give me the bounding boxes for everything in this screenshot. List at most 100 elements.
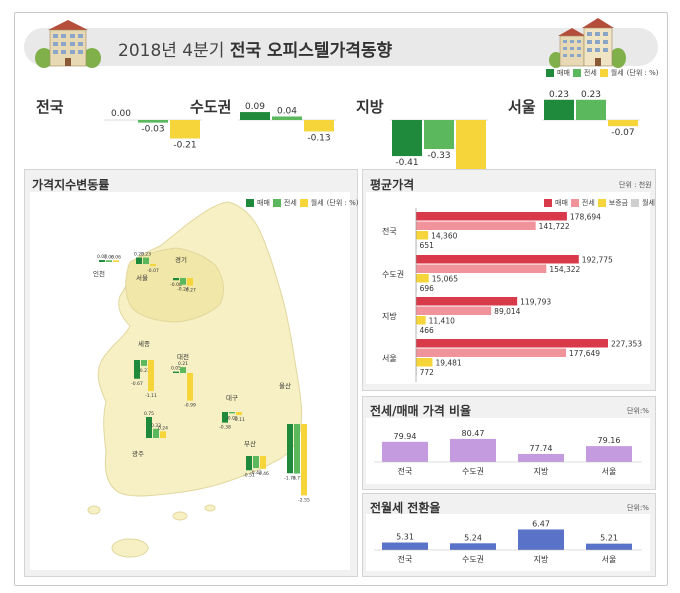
avg-price-bar [416,348,567,357]
avg-data-label: 177,649 [569,349,600,358]
map-data-label: 0.33 [151,423,161,429]
map-data-label: -1.76 [284,475,296,481]
conversion-unit: 단위:% [627,504,649,512]
summary-data-label: 0.00 [111,109,131,119]
avg-category-label: 전국 [382,226,397,236]
avg-price-bar [416,297,518,306]
avg-data-label: 19,481 [435,359,461,368]
avg-data-label: 178,694 [570,213,601,222]
page-title: 2018년 4분기 전국 오피스텔가격동향 [118,41,393,61]
avg-data-label: 651 [420,241,435,250]
map-data-label: -0.21 [138,368,150,374]
map-bar [99,260,105,262]
summary-bar [608,120,638,127]
conversion-data-label: 6.47 [532,519,550,528]
map-legend-swatch-jeonse [272,199,281,207]
map-bar [294,424,300,474]
avg-legend-swatch-deposit [597,199,606,207]
map-bar [222,412,228,423]
summary-bar [424,120,454,150]
conversion-category-label: 전국 [398,554,413,564]
map-legend-swatch-sale [246,199,254,207]
map-legend-swatch-wolse [299,199,308,207]
region-label: 수도권 [190,98,231,116]
legend-swatch-jeonse [572,69,581,77]
conversion-category-label: 지방 [534,554,549,564]
map-data-label: -0.05 [226,415,238,421]
map-bar [153,428,159,438]
ratio-bar [450,438,496,462]
map-bar [287,424,293,474]
conversion-title: 전월세 전환율 [370,501,441,515]
avg-price-unit: 단위 : 천원 [619,181,652,189]
city-label: 경기 [175,255,187,264]
conversion-data-label: 5.24 [464,533,482,542]
island-shape [204,504,216,512]
region-label: 전국 [36,98,64,116]
map-data-label: 0.06 [111,254,121,260]
jeju-island-shape [111,538,149,558]
summary-data-label: -0.21 [173,140,196,150]
city-label: 광주 [132,450,144,458]
island-shape [172,511,188,521]
summary-data-label: 0.23 [581,90,601,100]
avg-price-title: 평균가격 [370,178,415,192]
ratio-title: 전세/매매 가격 비율 [370,404,472,418]
map-bar [141,360,147,366]
map-data-label: 0.23 [134,252,144,258]
summary-data-label: -0.13 [307,133,330,143]
island-shape [87,505,101,515]
ratio-category-label: 지방 [534,466,549,476]
map-bar [113,260,119,262]
avg-price-bar [416,212,567,221]
map-bar [229,412,235,414]
avg-price-bar [416,221,536,230]
region-label: 서울 [508,98,536,116]
summary-bar [170,120,200,139]
conversion-chart: 5.31 전국 5.24 수도권 6.47 지방 5.21 서울 [374,519,642,564]
summary-data-label: 0.23 [549,90,569,100]
map-bar [253,456,259,469]
korea-map-chart: 0.070.060.06인천0.230.23-0.07서울-0.08-0.24-… [87,201,310,558]
summary-data-label: -0.03 [141,125,164,135]
map-bar [246,456,252,471]
avg-price-bar [416,316,426,325]
city-label: 서울 [136,273,148,282]
ratio-category-label: 서울 [602,467,617,476]
ratio-data-label: 80.47 [462,429,485,438]
map-data-label: 0.24 [158,425,168,431]
korea-mainland-shape [97,201,303,497]
map-bar [134,360,140,379]
ratio-data-label: 77.74 [530,444,553,453]
ratio-category-label: 수도권 [462,466,484,476]
city-label: 부산 [244,439,256,448]
map-legend: 매매 전세 월세 (단위 : %) [246,198,358,208]
ratio-bar [586,446,632,462]
conversion-bar [382,542,428,550]
map-bar [150,264,156,266]
map-bar [173,371,179,373]
apartment-building-icon-right [549,18,626,68]
map-bar [148,360,154,392]
map-data-label: 0.05 [171,366,181,372]
summary-bar [576,99,606,120]
map-data-label: -0.43 [250,470,262,476]
map-bar [260,456,266,469]
map-data-label: -0.27 [184,288,196,294]
city-label: 세종 [138,339,150,348]
map-data-label: 0.21 [178,361,188,367]
map-data-label: -0.38 [219,425,231,431]
summary-bar [544,99,574,120]
summary-data-label: 0.04 [277,106,297,116]
conversion-bar [450,543,496,550]
map-bar [146,417,152,438]
avg-price-bar [416,274,429,283]
summary-bar [240,112,270,120]
legend-swatch-sale [546,69,554,77]
avg-data-label: 154,322 [549,265,580,274]
conversion-category-label: 서울 [602,555,617,564]
legend-swatch-wolse [599,69,608,77]
map-data-label: -0.24 [177,287,189,293]
ratio-unit: 단위:% [627,407,649,415]
